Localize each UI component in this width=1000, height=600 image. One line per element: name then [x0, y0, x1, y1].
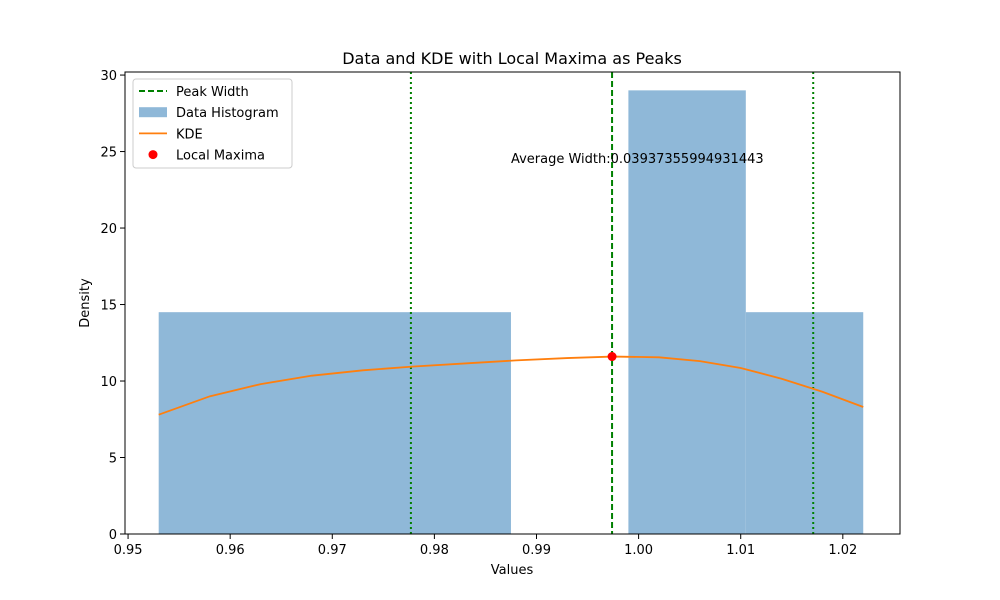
histogram-bar: [745, 312, 864, 534]
legend-label-peak-width: Peak Width: [176, 85, 249, 100]
legend-box: [132, 78, 293, 169]
local-maxima-point: [607, 352, 617, 362]
legend-label-local-maxima: Local Maxima: [176, 149, 265, 164]
y-tick-label: 5: [109, 452, 117, 467]
x-tick-label: 0.98: [420, 543, 449, 558]
legend-swatch-local-maxima: [148, 150, 158, 160]
y-tick-label: 30: [100, 69, 117, 84]
legend-swatch-data-histogram: [139, 107, 167, 118]
x-tick-label: 0.97: [318, 543, 347, 558]
x-tick-label: 1.01: [726, 543, 755, 558]
x-tick-label: 1.00: [624, 543, 653, 558]
legend-label-data-histogram: Data Histogram: [176, 106, 279, 121]
x-tick-label: 1.02: [828, 543, 857, 558]
y-tick-label: 20: [100, 222, 117, 237]
y-tick-label: 15: [100, 299, 117, 314]
y-tick-label: 10: [100, 375, 117, 390]
plot-area: Average Width:0.03937355994931443 0.95 0.9…: [100, 69, 901, 558]
y-axis-label: Density: [78, 278, 93, 328]
kde-line: [158, 355, 864, 416]
plot-frame: [124, 71, 901, 535]
legend-label-kde: KDE: [176, 127, 203, 142]
x-axis-label: Values: [491, 563, 534, 578]
y-tick-label: 25: [100, 146, 117, 161]
histogram-bar: [158, 312, 511, 534]
average-width-annotation: Average Width:0.03937355994931443: [511, 152, 764, 167]
histogram-bar: [628, 90, 746, 535]
y-tick-label: 0: [109, 528, 117, 543]
legend: Peak Width Data Histogram KDE Local Maxima: [132, 78, 293, 169]
chart-title: Data and KDE with Local Maxima as Peaks: [342, 49, 682, 68]
x-tick-label: 0.95: [114, 543, 143, 558]
x-tick-label: 0.99: [522, 543, 551, 558]
x-tick-label: 0.96: [216, 543, 245, 558]
